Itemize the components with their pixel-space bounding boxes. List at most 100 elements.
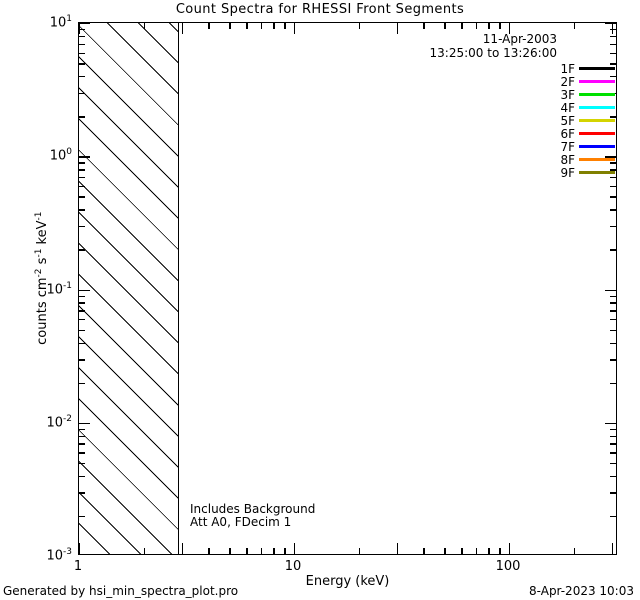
y-tick-left — [79, 196, 85, 198]
y-tick-left — [79, 310, 85, 312]
footer-generator-text: Generated by hsi_min_spectra_plot.pro — [3, 584, 239, 598]
x-tick-bottom — [260, 548, 263, 554]
annotation-attenuator-state: Att A0, FDecim 1 — [190, 515, 292, 529]
y-tick-left — [79, 435, 85, 438]
x-tick-bottom — [488, 548, 490, 554]
legend-label: 8F — [560, 152, 575, 167]
y-tick-left — [79, 475, 85, 478]
y-tick-right — [610, 43, 616, 46]
x-tick-top — [246, 23, 248, 29]
x-tick-top — [499, 23, 501, 29]
x-tick-bottom — [573, 548, 576, 554]
y-tick-right — [605, 23, 616, 25]
observation-date: 11-Apr-2003 — [482, 32, 557, 46]
y-tick-label: 10-3 — [46, 547, 72, 564]
y-tick-left — [79, 23, 90, 25]
legend-item-7f[interactable]: 7F — [330, 139, 615, 154]
legend-item-9f[interactable]: 9F — [330, 166, 615, 180]
x-tick-top — [396, 23, 398, 34]
annotation-includes-background: Includes Background — [190, 502, 316, 516]
x-tick-bottom — [461, 548, 463, 554]
y-tick-right — [610, 185, 616, 188]
footer-timestamp: 8-Apr-2023 10:03 — [529, 584, 634, 598]
y-tick-right — [610, 176, 616, 179]
y-tick-right — [610, 382, 616, 385]
legend-color-swatch — [579, 145, 615, 148]
y-tick-left — [79, 156, 90, 158]
y-tick-right — [610, 76, 616, 78]
y-tick-right — [610, 209, 616, 211]
x-tick-top — [79, 23, 81, 34]
x-tick-label: 10 — [284, 559, 302, 574]
legend-item-2f[interactable]: 2F — [330, 75, 615, 89]
legend-item-6f[interactable]: 6F — [330, 126, 615, 141]
y-tick-left — [79, 443, 85, 445]
legend-item-3f[interactable]: 3F — [330, 87, 615, 102]
x-tick-bottom — [208, 548, 210, 554]
x-tick-bottom — [475, 548, 478, 554]
x-tick-top — [509, 23, 511, 34]
y-tick-left — [79, 342, 85, 344]
y-tick-right — [605, 289, 616, 291]
x-tick-bottom — [229, 548, 231, 554]
y-tick-left — [79, 92, 85, 95]
x-tick-top — [573, 23, 576, 29]
y-tick-left — [79, 209, 85, 211]
x-tick-top — [181, 23, 183, 34]
legend-color-swatch — [579, 171, 615, 174]
legend-label: 7F — [560, 139, 575, 154]
y-tick-right — [610, 462, 616, 465]
x-tick-label: 1 — [73, 559, 83, 574]
x-tick-bottom — [444, 548, 446, 554]
y-tick-right — [610, 452, 616, 454]
x-tick-top — [143, 23, 146, 29]
x-tick-top — [294, 23, 296, 34]
y-tick-right — [610, 435, 616, 438]
y-tick-right — [610, 52, 616, 54]
y-tick-left — [79, 319, 85, 321]
legend-label: 3F — [560, 87, 575, 102]
y-tick-left — [79, 359, 85, 361]
y-axis-exp1: -2 — [33, 268, 44, 278]
legend-label: 6F — [560, 126, 575, 141]
legend-label: 5F — [560, 113, 575, 128]
x-tick-top — [229, 23, 231, 29]
x-tick-top — [358, 23, 361, 29]
legend-item-8f[interactable]: 8F — [330, 152, 615, 167]
x-tick-top — [208, 23, 210, 29]
y-tick-left — [79, 185, 85, 188]
x-tick-bottom — [79, 543, 81, 554]
y-tick-left — [79, 382, 85, 385]
y-tick-left — [79, 249, 85, 251]
x-tick-top — [461, 23, 463, 29]
y-tick-left — [79, 169, 85, 171]
y-tick-right — [610, 359, 616, 361]
observation-time-range: 13:25:00 to 13:26:00 — [429, 46, 557, 60]
legend-color-swatch — [579, 80, 615, 83]
y-tick-left — [79, 29, 85, 31]
y-tick-right — [610, 475, 616, 478]
y-tick-left — [79, 176, 85, 179]
x-tick-top — [260, 23, 263, 29]
y-tick-label: 100 — [49, 147, 72, 164]
x-tick-bottom — [273, 548, 275, 554]
legend-item-1f[interactable]: 1F — [330, 62, 615, 76]
y-axis-title: counts cm-2 s-1 keV-1 — [34, 148, 50, 408]
x-tick-bottom — [499, 548, 501, 554]
y-tick-right — [610, 443, 616, 445]
x-tick-top — [611, 23, 613, 34]
y-tick-left — [79, 422, 90, 425]
x-tick-top — [423, 23, 425, 29]
y-axis-title-part2: s — [35, 257, 51, 269]
y-tick-right — [610, 29, 616, 31]
x-tick-bottom — [294, 543, 296, 554]
x-tick-top — [475, 23, 478, 29]
x-tick-bottom — [284, 548, 286, 554]
legend-item-4f[interactable]: 4F — [330, 101, 615, 115]
page-title: Count Spectra for RHESSI Front Segments — [175, 2, 465, 17]
y-tick-right — [610, 116, 616, 118]
y-tick-right — [610, 35, 616, 38]
x-tick-bottom — [611, 543, 613, 554]
legend-item-5f[interactable]: 5F — [330, 113, 615, 128]
y-tick-right — [610, 329, 616, 331]
